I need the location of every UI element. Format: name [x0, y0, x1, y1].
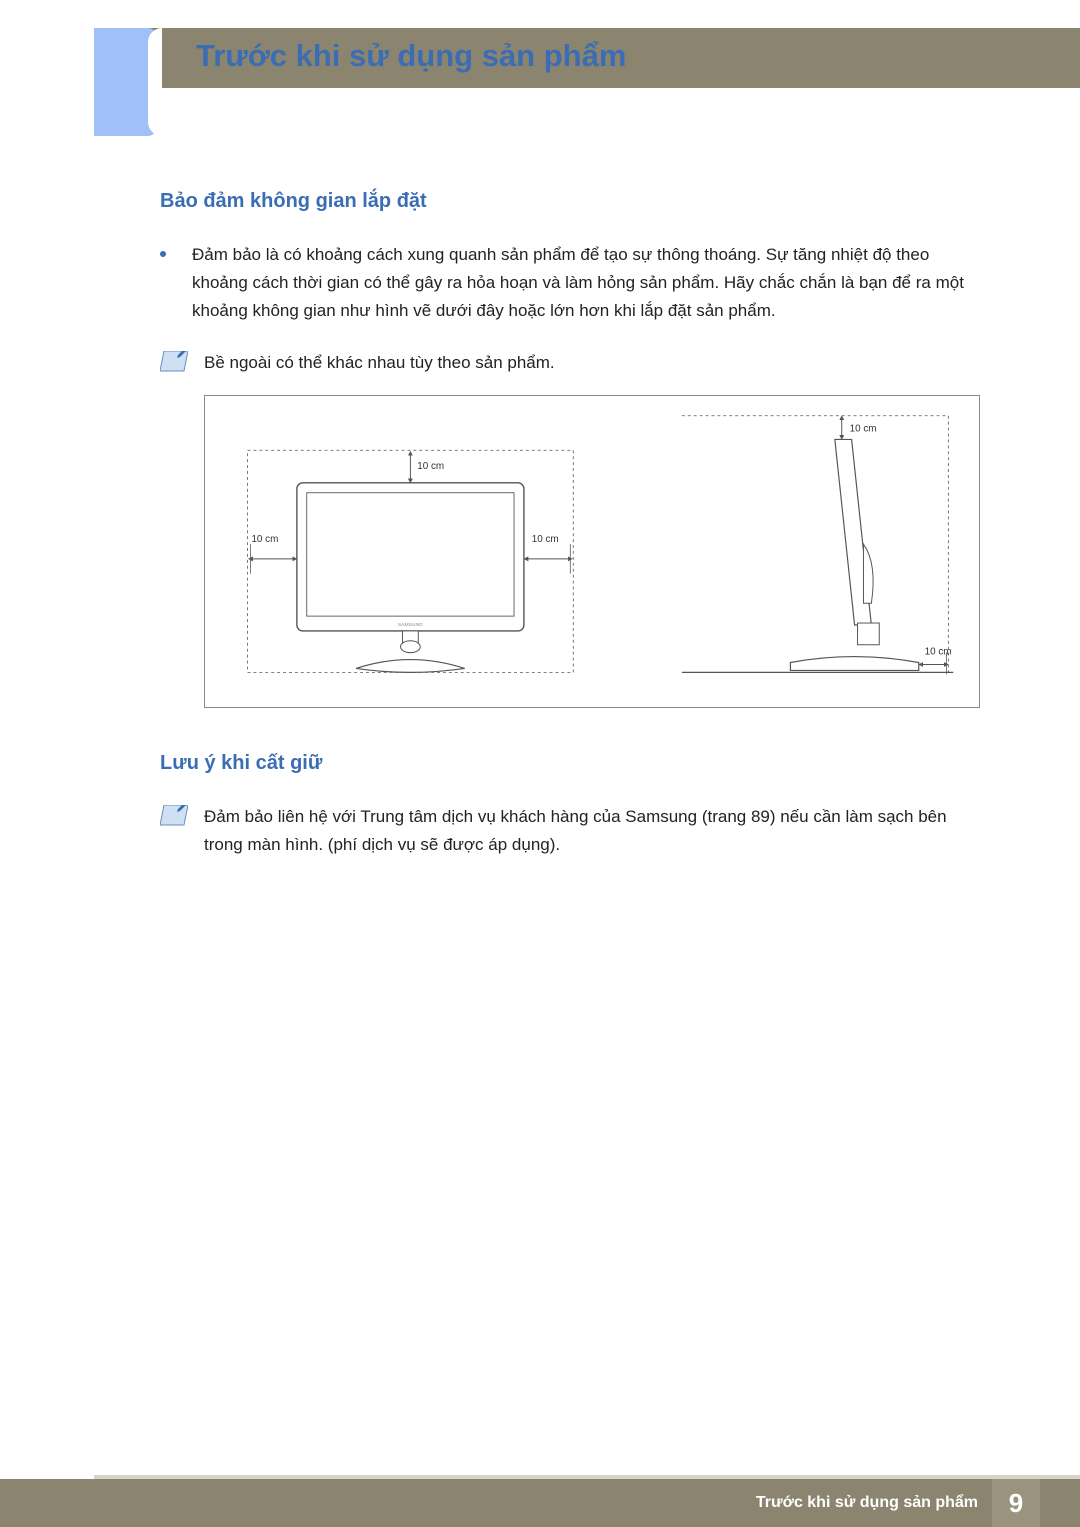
note-text: Bề ngoài có thể khác nhau tùy theo sản p… [204, 349, 555, 377]
label-top-front: 10 cm [417, 461, 444, 472]
footer-page-number: 9 [992, 1479, 1040, 1527]
header-tab [94, 28, 156, 136]
section-heading-storage: Lưu ý khi cất giữ [160, 752, 980, 775]
note-item: Bề ngoài có thể khác nhau tùy theo sản p… [160, 349, 980, 377]
section-heading-install-space: Bảo đảm không gian lắp đặt [160, 190, 980, 213]
note-text: Đảm bảo liên hệ với Trung tâm dịch vụ kh… [204, 803, 980, 859]
page-title: Trước khi sử dụng sản phẩm [196, 38, 626, 74]
brand-label: SAMSUNG [398, 622, 423, 628]
label-bottom-side: 10 cm [925, 647, 952, 658]
install-space-diagram: SAMSUNG 10 cm 10 cm 10 cm [204, 395, 980, 708]
side-view: 10 cm 10 cm [682, 416, 953, 675]
footer-bar: Trước khi sử dụng sản phẩm 9 [0, 1479, 1080, 1527]
page: Trước khi sử dụng sản phẩm Bảo đảm không… [0, 0, 1080, 1527]
section-storage: Lưu ý khi cất giữ Đảm bảo liên hệ với Tr… [160, 752, 980, 859]
bullet-text: Đảm bảo là có khoảng cách xung quanh sản… [192, 241, 980, 325]
footer-title: Trước khi sử dụng sản phẩm [756, 1494, 978, 1512]
label-right-front: 10 cm [532, 534, 559, 545]
label-left-front: 10 cm [251, 534, 278, 545]
label-top-side: 10 cm [850, 424, 877, 435]
note-icon [160, 351, 188, 373]
bullet-item: Đảm bảo là có khoảng cách xung quanh sản… [160, 241, 980, 325]
front-view: SAMSUNG 10 cm 10 cm 10 cm [248, 450, 574, 672]
diagram-svg: SAMSUNG 10 cm 10 cm 10 cm [205, 396, 981, 702]
note-item: Đảm bảo liên hệ với Trung tâm dịch vụ kh… [160, 803, 980, 859]
note-icon [160, 805, 188, 827]
bullet-icon [160, 251, 166, 257]
content-area: Bảo đảm không gian lắp đặt Đảm bảo là có… [160, 190, 980, 877]
